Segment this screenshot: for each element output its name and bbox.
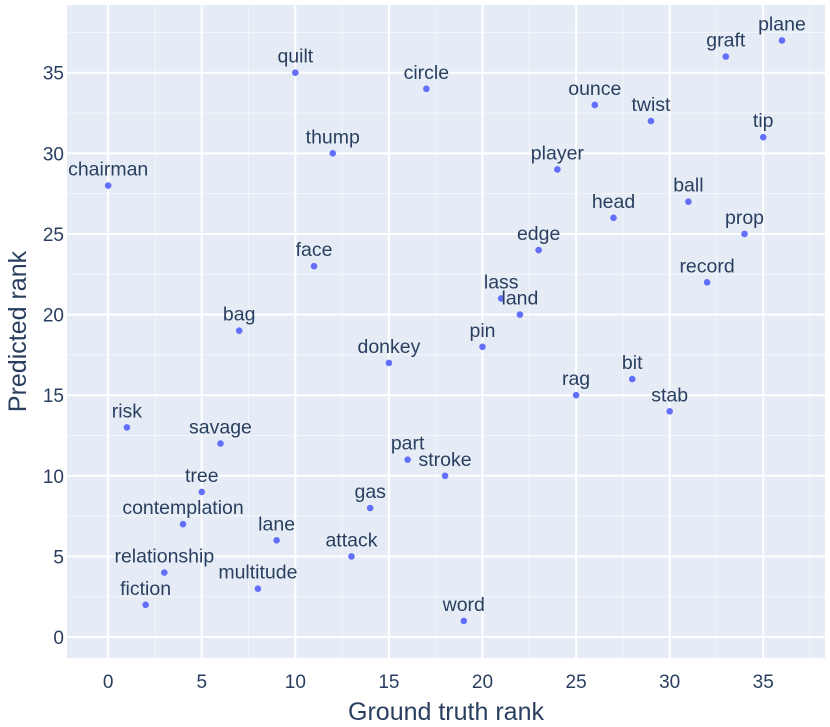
data-points xyxy=(104,37,786,625)
point-label-bag: bag xyxy=(223,304,256,326)
data-point-quilt xyxy=(292,69,299,77)
data-point-tip xyxy=(759,133,767,141)
data-point-part xyxy=(404,456,411,463)
point-label-risk: risk xyxy=(112,400,143,422)
point-label-edge: edge xyxy=(517,223,560,245)
point-label-player: player xyxy=(531,142,585,164)
point-label-contemplation: contemplation xyxy=(122,497,243,519)
data-point-lass xyxy=(497,295,505,302)
data-point-circle xyxy=(423,85,430,93)
data-point-gas xyxy=(366,504,374,512)
data-point-land xyxy=(516,311,524,318)
x-tick-label: 15 xyxy=(378,672,399,693)
point-label-ounce: ounce xyxy=(568,78,621,100)
data-point-prop xyxy=(741,230,748,238)
data-point-head xyxy=(610,214,617,222)
data-point-relationship xyxy=(161,569,168,576)
point-label-face: face xyxy=(296,239,333,261)
x-tick-labels: 0 5 10 15 20 25 30 35 xyxy=(103,672,774,693)
data-point-ounce xyxy=(591,101,599,109)
point-label-tip: tip xyxy=(753,110,774,132)
data-point-savage xyxy=(217,440,224,447)
data-point-chairman xyxy=(104,182,112,189)
data-point-ball xyxy=(685,198,692,206)
point-label-land: land xyxy=(501,288,538,310)
data-point-fiction xyxy=(142,601,149,609)
point-label-attack: attack xyxy=(325,529,377,551)
data-point-plane xyxy=(778,37,786,44)
point-label-plane: plane xyxy=(758,13,806,35)
point-label-tree: tree xyxy=(185,465,219,487)
data-point-face xyxy=(310,262,318,270)
x-tick-label: 35 xyxy=(753,672,774,693)
x-tick-label: 20 xyxy=(472,672,493,693)
point-label-gas: gas xyxy=(354,481,386,503)
point-label-head: head xyxy=(592,191,635,213)
y-tick-label: 10 xyxy=(43,467,64,488)
data-point-attack xyxy=(348,553,355,560)
point-label-record: record xyxy=(679,255,734,277)
y-tick-label: 0 xyxy=(53,628,64,649)
data-point-twist xyxy=(647,117,655,125)
y-tick-label: 20 xyxy=(43,306,64,327)
point-label-donkey: donkey xyxy=(357,336,420,358)
point-label-circle: circle xyxy=(404,62,450,84)
data-point-player xyxy=(554,166,561,173)
point-label-bit: bit xyxy=(622,352,643,374)
point-label-twist: twist xyxy=(631,94,671,116)
point-labels: chairman risk fiction relationship contempla… xyxy=(68,13,806,615)
point-label-ball: ball xyxy=(673,175,703,197)
y-tick-labels: 0 5 10 15 20 25 30 35 xyxy=(43,64,64,649)
point-label-stab: stab xyxy=(651,384,688,406)
point-label-thump: thump xyxy=(306,126,360,148)
data-point-contemplation xyxy=(179,520,187,528)
data-point-stroke xyxy=(441,472,449,480)
point-label-graft: graft xyxy=(706,30,746,52)
y-tick-label: 30 xyxy=(43,144,64,165)
y-tick-label: 35 xyxy=(43,64,64,85)
data-point-thump xyxy=(329,150,337,157)
point-label-fiction: fiction xyxy=(120,578,171,600)
point-label-savage: savage xyxy=(189,417,252,439)
data-point-stab xyxy=(666,408,673,415)
data-point-bag xyxy=(235,327,243,334)
data-point-word xyxy=(460,617,468,625)
point-label-pin: pin xyxy=(469,320,495,342)
point-label-prop: prop xyxy=(725,207,764,229)
point-label-stroke: stroke xyxy=(419,449,472,471)
x-tick-label: 25 xyxy=(566,672,587,693)
data-point-pin xyxy=(479,343,486,351)
data-point-risk xyxy=(123,424,131,431)
x-tick-label: 5 xyxy=(196,672,207,693)
x-axis-title: Ground truth rank xyxy=(348,698,544,726)
y-tick-label: 5 xyxy=(53,547,64,568)
data-point-graft xyxy=(722,53,730,60)
data-point-tree xyxy=(198,488,206,496)
point-label-relationship: relationship xyxy=(114,546,214,568)
point-label-rag: rag xyxy=(562,368,590,390)
point-label-word: word xyxy=(442,594,485,616)
point-label-chairman: chairman xyxy=(68,159,148,181)
data-point-record xyxy=(703,279,711,286)
x-tick-label: 30 xyxy=(659,672,680,693)
grid-lines xyxy=(67,5,825,658)
y-axis-title: Predicted rank xyxy=(4,250,32,412)
point-label-quilt: quilt xyxy=(277,46,313,68)
point-label-lane: lane xyxy=(258,513,295,535)
point-label-lass: lass xyxy=(484,271,519,293)
point-label-part: part xyxy=(391,433,425,455)
data-point-lane xyxy=(273,536,280,544)
data-point-multitude xyxy=(254,585,262,592)
x-tick-label: 0 xyxy=(103,672,114,693)
data-point-donkey xyxy=(385,359,393,367)
x-tick-label: 10 xyxy=(285,672,306,693)
data-point-edge xyxy=(535,246,542,254)
y-tick-label: 15 xyxy=(43,386,64,407)
data-point-bit xyxy=(628,375,636,383)
plot-background xyxy=(67,5,825,658)
y-tick-label: 25 xyxy=(43,225,64,246)
point-label-multitude: multitude xyxy=(218,562,297,584)
data-point-rag xyxy=(572,391,580,399)
